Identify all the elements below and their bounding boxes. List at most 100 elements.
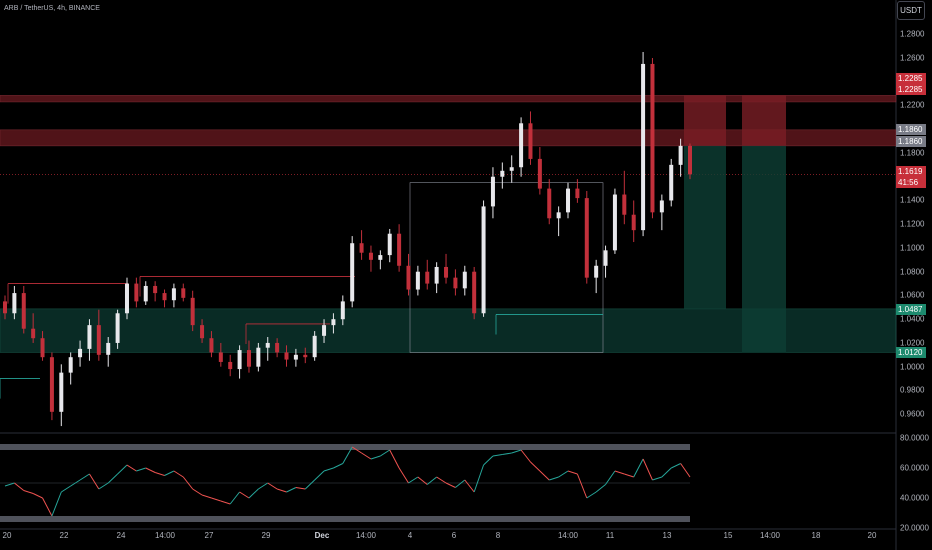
rsi-line-segment [304, 479, 316, 490]
rsi-line-segment [530, 461, 541, 472]
time-tick-label: 22 [59, 531, 69, 540]
price-tick-label: 1.1800 [900, 148, 925, 158]
rsi-line-segment [464, 479, 475, 493]
time-tick-label: 14:00 [759, 531, 781, 540]
rsi-line-segment [539, 470, 550, 481]
rsi-line-segment [220, 500, 231, 505]
candle-body [275, 342, 280, 353]
rsi-line-segment [389, 449, 400, 469]
candle-body [462, 271, 467, 289]
candle-body [453, 277, 458, 289]
rsi-line-segment [473, 464, 485, 493]
take-profit-box [742, 308, 786, 353]
price-tick-label: 1.1200 [900, 219, 925, 229]
rsi-line-segment [605, 470, 616, 485]
rsi-line-segment [229, 491, 240, 505]
candle-body [406, 265, 411, 290]
rsi-line-segment [323, 467, 334, 472]
candle-body [509, 167, 514, 171]
rsi-line-segment [633, 458, 644, 478]
time-tick-label: 11 [605, 531, 615, 540]
rsi-line-segment [520, 449, 531, 463]
price-badge: 1.1619 [896, 166, 926, 177]
candle-body [3, 301, 7, 314]
currency-button[interactable]: USDT [897, 1, 925, 20]
candle-body [575, 188, 580, 199]
rsi-line-segment [70, 479, 81, 487]
rsi-overbought-band [0, 444, 690, 450]
candle-body [200, 325, 205, 339]
price-tick-label: 1.0600 [900, 290, 925, 300]
rsi-line-segment [4, 482, 15, 487]
candle-body [641, 63, 646, 231]
resistance-zone [0, 95, 897, 103]
candle-body [612, 194, 617, 251]
price-tick-label: 1.1000 [900, 243, 925, 253]
candle-body [331, 319, 336, 326]
rsi-line-segment [661, 467, 672, 478]
rsi-line-segment [576, 473, 588, 499]
candle-body [68, 357, 73, 373]
time-tick-label: 14:00 [355, 531, 377, 540]
rsi-line-segment [23, 490, 34, 494]
candle-body [472, 271, 477, 314]
rsi-line-segment [239, 491, 250, 499]
candle-body [106, 342, 111, 355]
candle-body [322, 325, 327, 336]
rsi-line-segment [342, 446, 353, 464]
time-tick-label: 14:00 [154, 531, 176, 540]
rsi-tick-label: 80.0000 [900, 433, 929, 443]
rsi-line-segment [136, 467, 146, 472]
candle-body [228, 361, 233, 370]
rsi-line-segment [51, 491, 62, 517]
price-tick-label: 1.0800 [900, 267, 925, 277]
rsi-line-segment [351, 446, 362, 454]
candle-body [415, 271, 420, 290]
candle-body [547, 188, 552, 219]
rsi-line-segment [502, 452, 512, 455]
stop-loss-box [742, 95, 786, 146]
rsi-line-segment [173, 470, 184, 478]
rsi-line-segment [258, 482, 269, 490]
rsi-line-segment [295, 487, 306, 490]
candle-body [425, 271, 430, 284]
candle-body [387, 233, 392, 256]
rsi-line-segment [154, 472, 165, 476]
candle-body [162, 293, 167, 301]
rsi-line-segment [558, 470, 569, 478]
candle-body [12, 293, 17, 314]
candle-body [688, 145, 692, 175]
candle-body [143, 285, 148, 302]
rsi-tick-label: 20.0000 [900, 523, 929, 533]
rsi-oversold-band [0, 516, 690, 522]
rsi-line-segment [314, 470, 325, 481]
time-tick-label: 18 [811, 531, 821, 540]
candle-body [115, 313, 120, 343]
candle-body [350, 243, 355, 302]
price-tick-label: 1.0000 [900, 362, 925, 372]
rsi-line-segment [549, 476, 559, 481]
candle-body [312, 335, 317, 358]
rsi-line-segment [276, 488, 287, 493]
price-badge: 1.2285 [896, 73, 926, 84]
time-tick-label: 27 [204, 531, 214, 540]
price-badge: 41:56 [896, 177, 926, 188]
candle-body [171, 288, 176, 301]
price-badge: 1.0487 [896, 304, 926, 315]
candle-body [444, 266, 449, 278]
rsi-line-segment [567, 470, 578, 475]
take-profit-box [742, 145, 786, 309]
candle-body [303, 354, 308, 358]
rsi-line-segment [32, 493, 43, 499]
symbol-title: ARB / TetherUS, 4h, BINANCE [4, 5, 100, 12]
candle-body [500, 170, 505, 177]
candle-body [669, 164, 674, 201]
rsi-line-segment [98, 482, 109, 490]
rsi-line-segment [614, 470, 625, 475]
price-tick-label: 1.2800 [900, 29, 925, 39]
candle-body [237, 350, 242, 370]
price-tick-label: 1.0400 [900, 314, 925, 324]
candle-body [87, 325, 92, 349]
time-tick-label: 13 [662, 531, 672, 540]
